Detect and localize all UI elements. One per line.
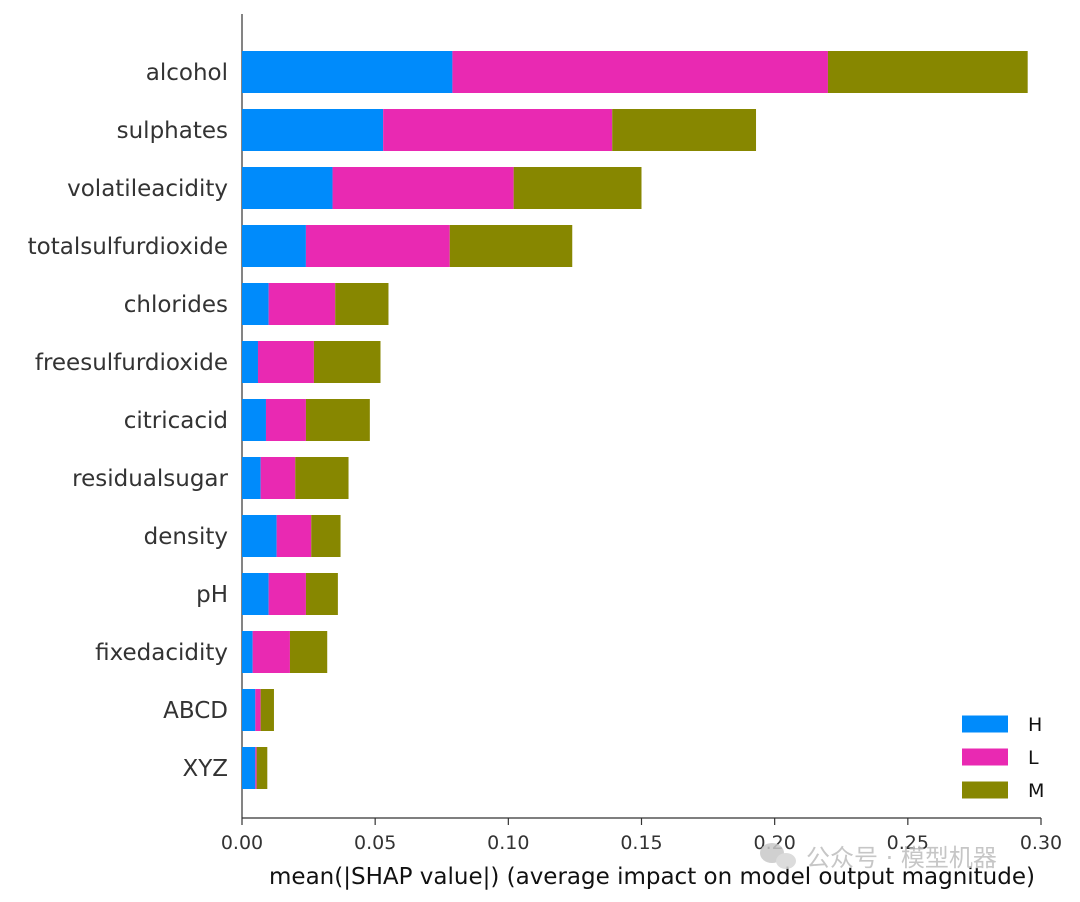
bar-density-H <box>242 515 277 557</box>
x-axis-label: mean(|SHAP value|) (average impact on mo… <box>269 864 1035 890</box>
bar-residualsugar-L <box>260 457 296 499</box>
bar-ABCD-H <box>242 689 256 731</box>
category-label: XYZ <box>182 756 228 782</box>
bar-chlorides-M <box>335 283 389 325</box>
bar-pH-M <box>305 573 338 615</box>
bar-alcohol-L <box>452 51 828 93</box>
legend: HLM <box>962 714 1044 802</box>
category-label: chlorides <box>124 292 228 318</box>
wechat-icon <box>760 843 796 869</box>
bar-sulphates-L <box>383 109 613 151</box>
category-label: residualsugar <box>72 466 228 492</box>
x-tick-label: 0.25 <box>887 832 929 854</box>
category-label: citricacid <box>124 408 228 434</box>
x-tick-label: 0.00 <box>221 832 263 854</box>
bar-ABCD-L <box>255 689 261 731</box>
bar-residualsugar-H <box>242 457 261 499</box>
bars <box>242 51 1028 789</box>
bar-citricacid-H <box>242 399 266 441</box>
bar-pH-L <box>268 573 306 615</box>
watermark: 公众号 · 模型机器 <box>760 843 997 872</box>
category-label: alcohol <box>146 60 228 86</box>
legend-swatch-H <box>962 715 1008 733</box>
bar-pH-H <box>242 573 269 615</box>
bar-residualsugar-M <box>295 457 349 499</box>
bar-XYZ-L <box>255 747 257 789</box>
legend-label: H <box>1028 714 1042 736</box>
bar-totalsulfurdioxide-M <box>449 225 573 267</box>
legend-swatch-M <box>962 781 1008 799</box>
legend-label: M <box>1028 780 1044 802</box>
bar-fixedacidity-L <box>252 631 290 673</box>
bar-freesulfurdioxide-L <box>257 341 314 383</box>
bar-XYZ-H <box>242 747 256 789</box>
bar-totalsulfurdioxide-L <box>305 225 450 267</box>
bar-fixedacidity-M <box>289 631 328 673</box>
x-axis-ticks: 0.00 0.05 0.10 0.15 0.20 0.25 0.30 <box>221 818 1062 854</box>
watermark-text: 公众号 · 模型机器 <box>806 844 997 872</box>
bar-fixedacidity-H <box>242 631 253 673</box>
legend-label: L <box>1028 747 1039 769</box>
category-label: pH <box>196 582 228 608</box>
bar-volatileacidity-M <box>513 167 642 209</box>
category-label: density <box>144 524 228 550</box>
legend-swatch-L <box>962 748 1008 766</box>
bar-chlorides-H <box>242 283 269 325</box>
bar-XYZ-M <box>256 747 268 789</box>
bar-density-M <box>311 515 341 557</box>
bar-density-L <box>276 515 312 557</box>
bar-freesulfurdioxide-H <box>242 341 258 383</box>
bar-volatileacidity-H <box>242 167 333 209</box>
bar-freesulfurdioxide-M <box>313 341 381 383</box>
bar-chlorides-L <box>268 283 336 325</box>
category-label: fixedacidity <box>95 640 228 666</box>
x-tick-label: 0.15 <box>620 832 662 854</box>
category-label: freesulfurdioxide <box>35 350 228 376</box>
bar-sulphates-H <box>242 109 384 151</box>
bar-alcohol-H <box>242 51 453 93</box>
bar-volatileacidity-L <box>332 167 514 209</box>
bar-ABCD-M <box>260 689 274 731</box>
category-label: totalsulfurdioxide <box>28 234 228 260</box>
bar-citricacid-L <box>265 399 306 441</box>
category-label: sulphates <box>117 118 228 144</box>
x-tick-label: 0.30 <box>1020 832 1062 854</box>
category-label: ABCD <box>163 698 228 724</box>
x-tick-label: 0.10 <box>487 832 529 854</box>
category-labels: alcohol sulphates volatileacidity totalsulf… <box>28 60 229 782</box>
category-label: volatileacidity <box>67 176 228 202</box>
x-tick-label: 0.05 <box>354 832 396 854</box>
bar-sulphates-M <box>612 109 757 151</box>
bar-citricacid-M <box>305 399 370 441</box>
bar-alcohol-M <box>827 51 1028 93</box>
bar-totalsulfurdioxide-H <box>242 225 306 267</box>
